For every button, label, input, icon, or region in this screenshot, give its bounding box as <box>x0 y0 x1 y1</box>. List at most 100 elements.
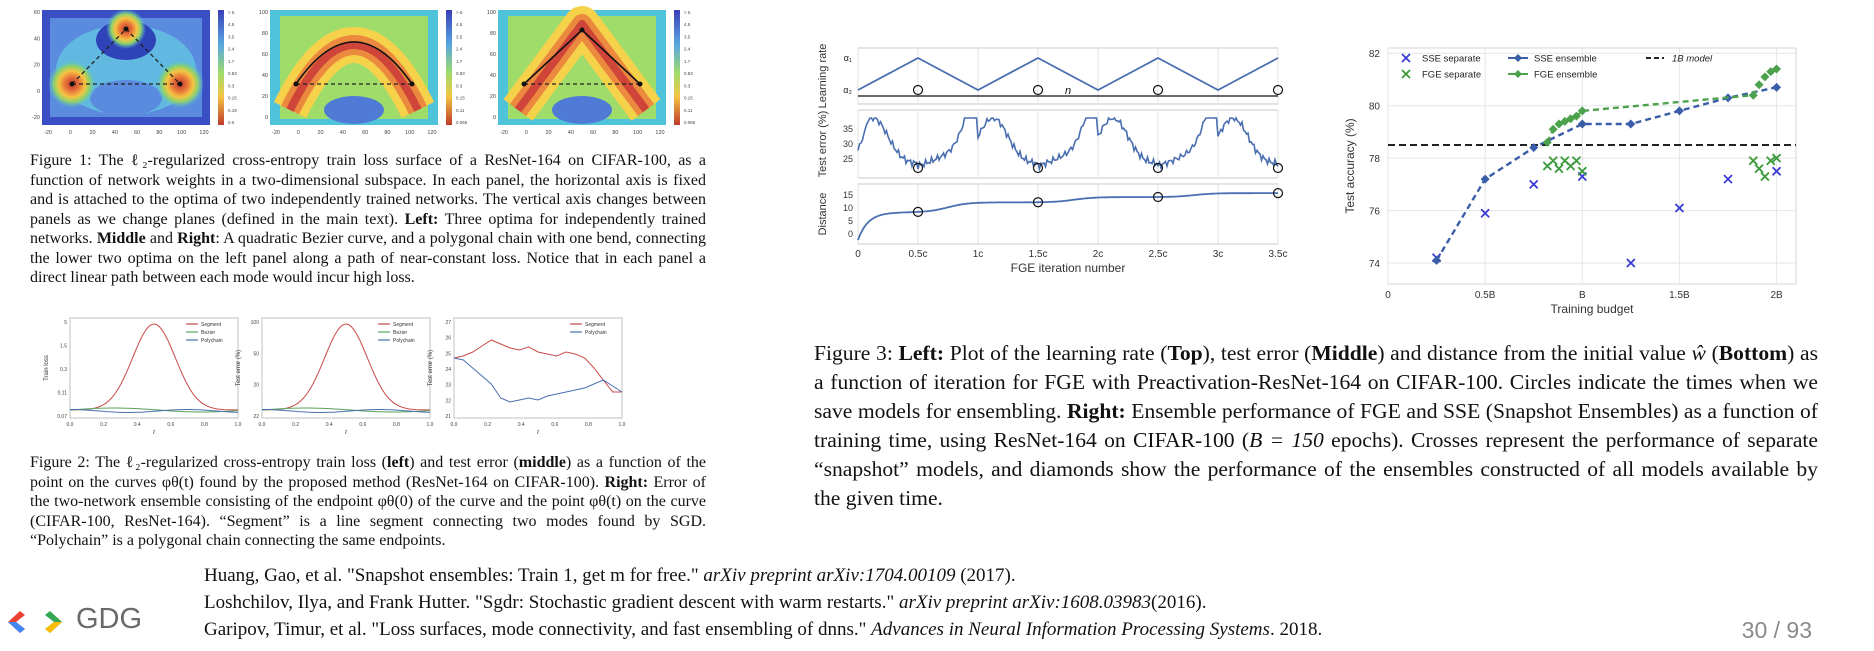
diamond-point <box>1760 72 1770 82</box>
figure2-xtick: 0.6 <box>359 422 366 428</box>
figure1-colorbar-label: 3.5 <box>228 34 235 39</box>
figure2-ytick: 0.11 <box>58 391 68 397</box>
figure3-caption: Figure 3: Left: Plot of the learning rat… <box>814 341 1819 510</box>
figure1-ytick: 100 <box>487 10 496 16</box>
figure2-polychain-line <box>453 357 623 403</box>
fge-xtick: 3c <box>1213 249 1224 260</box>
figure1-xtick: 0 <box>297 130 300 136</box>
figure2-xlabel: t <box>345 430 347 436</box>
gdg-logo-text: GDG <box>76 603 143 635</box>
cross-point <box>1754 163 1764 174</box>
reference-item: Loshchilov, Ilya, and Frank Hutter. "Sgd… <box>204 592 1207 613</box>
figure2-segment-line <box>261 323 431 411</box>
figure1-xtick: -20 <box>272 130 280 136</box>
err-tick: 25 <box>843 154 853 164</box>
cross-point <box>1529 179 1539 189</box>
figure1-xtick: 120 <box>427 130 436 136</box>
chart-ylabel: Test accuracy (%) <box>1343 118 1357 213</box>
figure1-xtick: 80 <box>612 130 618 136</box>
figure2-frame <box>261 317 431 419</box>
err-save-circle <box>1272 162 1284 174</box>
figure1-colorbar-label: 2.4 <box>684 47 691 52</box>
figure1-panel-left <box>42 9 224 125</box>
diamond-point <box>1772 64 1782 74</box>
figure1-xtick: 60 <box>362 130 368 136</box>
dist-tick: 5 <box>848 216 853 226</box>
figure1-xtick: 0 <box>525 130 528 136</box>
figure2-xtick: 0.4 <box>134 422 141 428</box>
err-plot-frame <box>857 109 1279 179</box>
figure2-bezier-line <box>261 407 431 413</box>
figure2-frame <box>69 317 239 419</box>
figure1-xtick: 80 <box>384 130 390 136</box>
figure2-ytick: 5 <box>64 320 67 326</box>
lr-plot-frame <box>857 47 1279 105</box>
figure1-ytick: 40 <box>490 73 496 79</box>
figure1-ytick: 80 <box>262 31 268 37</box>
dist-ylabel: Distance <box>817 193 829 236</box>
chart-ytick: 76 <box>1369 207 1381 218</box>
figure1-colorbar-label: 3.5 <box>684 34 691 39</box>
lr-save-circle <box>912 84 924 96</box>
err-save-circle <box>1032 162 1044 174</box>
lr-tick: α₂ <box>843 85 852 95</box>
gdg-logo: GDG <box>4 603 154 639</box>
figure1-ytick: 20 <box>262 94 268 100</box>
figure1-xtick: -20 <box>44 130 52 136</box>
figure1-colorbar-label: 2.4 <box>456 47 463 52</box>
figure2-xtick: 0.4 <box>326 422 333 428</box>
chart-xtick: 1.5B <box>1669 290 1690 301</box>
figure1-colorbar-label: 1.7 <box>684 59 691 64</box>
figure2-legend-label: Bezier <box>201 330 216 336</box>
cross-point <box>1674 203 1685 213</box>
ensemble-chart: 0 0.5B B 1.5B 2B 74 76 78 80 82 Training budget Tes… <box>1343 47 1797 316</box>
figure2-ytick: 0.07 <box>57 414 67 420</box>
cross-point <box>1480 208 1490 218</box>
figure1-panel-middle <box>270 10 452 125</box>
figure2-legend-label: Polychain <box>201 338 223 344</box>
dist-save-circle <box>912 206 924 217</box>
figure1-ytick: 80 <box>490 31 496 37</box>
figure2-legend-label: Segment <box>585 322 606 328</box>
dist-tick: 0 <box>848 229 853 239</box>
figure2-ytick: 27 <box>445 320 451 326</box>
figure2: Train loss 5 1.5 0.3 0.11 0.07 0.0 0.2 0.4 0.6 0.8… <box>30 312 720 437</box>
figure2-segment-line <box>453 339 622 393</box>
figure2-ytick: 1.5 <box>60 344 67 350</box>
figure2-legend-label: Segment <box>201 322 222 328</box>
fge-xtick: 1.5c <box>1029 249 1048 260</box>
figure1-colorbar-label: > 5 <box>228 10 235 15</box>
figure1-colorbar-label: 0.3 <box>228 83 235 88</box>
figure2-xtick: 0.0 <box>451 422 458 428</box>
figure2-legend-label: Segment <box>393 322 414 328</box>
dist-line <box>857 192 1278 241</box>
figure1-xtick: 120 <box>199 130 208 136</box>
lr-ylabel: Learning rate <box>817 44 829 109</box>
figure1-xtick: 20 <box>318 130 324 136</box>
figure2-xtick: 0.4 <box>518 422 525 428</box>
figure2-xlabel: t <box>537 430 539 436</box>
figure2-xtick: 0.6 <box>167 422 174 428</box>
figure2-segment-line <box>69 323 239 411</box>
fge-xlabel: FGE iteration number <box>1011 261 1126 275</box>
lr-tick: α₁ <box>844 53 852 63</box>
reference-item: Huang, Gao, et al. "Snapshot ensembles: … <box>204 565 1016 586</box>
figure1-tick-labels: 60 40 20 0 -20 -20 0 20 40 60 80 100 120 > 5 4.5 3.5 2.4… <box>32 10 696 136</box>
legend-label: FGE separate <box>1422 70 1481 81</box>
figure2-ytick: 24 <box>445 367 451 373</box>
fge-xtick: 2c <box>1093 249 1104 260</box>
cross-point <box>1577 166 1587 176</box>
figure1-colorbar-label: 0.15 <box>456 96 465 101</box>
figure1-colorbar-label: > 5 <box>456 10 463 15</box>
lr-triangle-line <box>857 56 1279 92</box>
diamond-point <box>1772 82 1782 92</box>
figure1-colorbar-label: 0.15 <box>684 96 693 101</box>
legend-cross-swatch <box>1401 53 1411 63</box>
references: Huang, Gao, et al. "Snapshot ensembles: … <box>204 562 1322 643</box>
figure2-frame <box>453 317 623 419</box>
figure2-legend-label: Polychain <box>393 338 415 344</box>
err-line <box>857 116 1279 172</box>
dist-save-circle <box>1152 191 1164 203</box>
diamond-point <box>1571 111 1581 121</box>
figure1-panel-right <box>498 6 680 125</box>
